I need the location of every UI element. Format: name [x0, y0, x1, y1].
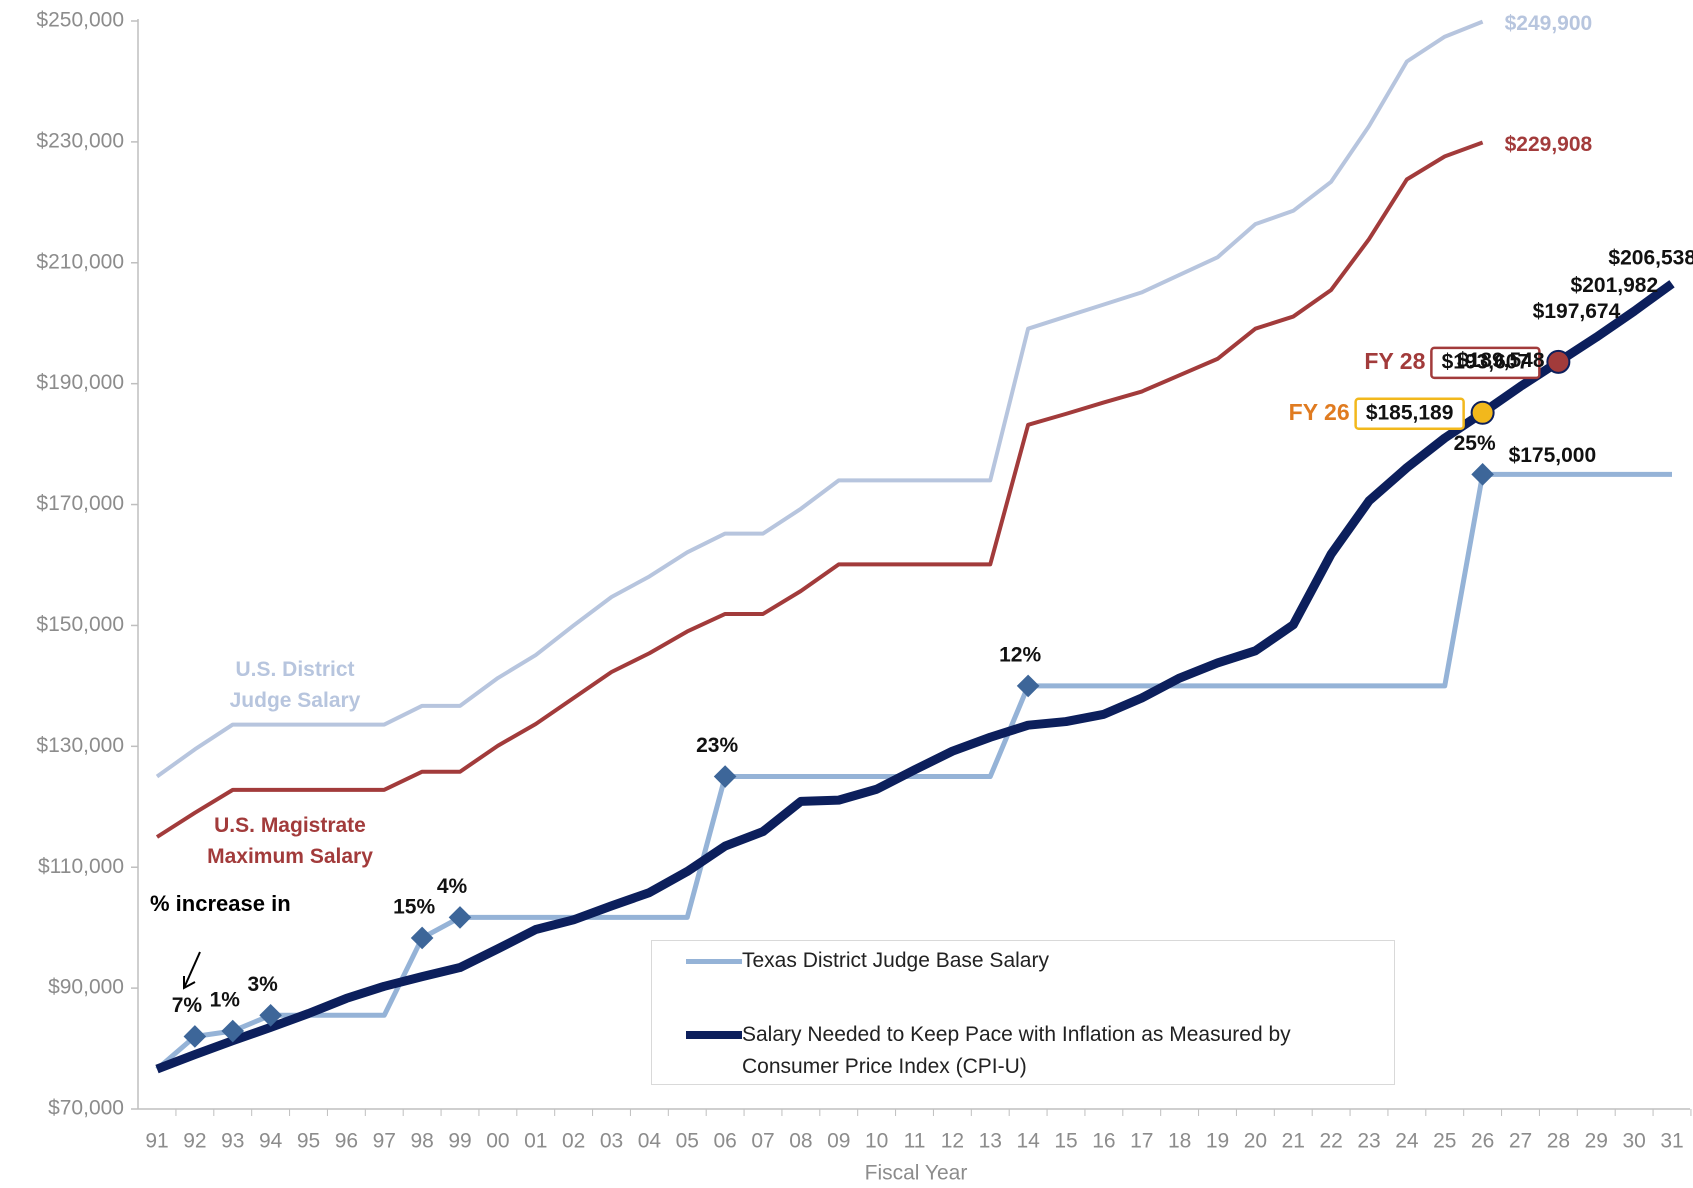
- x-tick-label: 91: [145, 1130, 168, 1153]
- x-tick-label: 00: [486, 1130, 509, 1153]
- x-tick-label: 99: [448, 1130, 471, 1153]
- x-tick-label: 93: [221, 1130, 244, 1153]
- arrow-head: [183, 976, 196, 990]
- x-tick-label: 30: [1622, 1130, 1645, 1153]
- x-tick-label: 01: [524, 1130, 547, 1153]
- x-tick-label: 13: [979, 1130, 1002, 1153]
- y-tick-label: $210,000: [36, 250, 124, 273]
- x-tick-label: 08: [789, 1130, 812, 1153]
- x-tick-label: 95: [297, 1130, 320, 1153]
- highlight-label: FY 26: [1289, 399, 1350, 425]
- x-tick-label: 24: [1395, 1130, 1419, 1153]
- increase-label: 3%: [247, 973, 278, 996]
- series-line: [155, 19, 1484, 779]
- x-tick-label: 25: [1433, 1130, 1456, 1153]
- y-tick-label: $130,000: [36, 734, 124, 757]
- series-label: U.S. District Judge Salary: [229, 658, 361, 712]
- x-tick-label: 03: [600, 1130, 623, 1153]
- x-tick-label: 98: [410, 1130, 433, 1153]
- value-label: $197,674: [1533, 300, 1621, 323]
- x-tick-label: 09: [827, 1130, 850, 1153]
- x-tick-label: 97: [373, 1130, 396, 1153]
- x-tick-label: 16: [1092, 1130, 1115, 1153]
- x-tick-label: 26: [1471, 1130, 1494, 1153]
- highlight-box: [1430, 346, 1541, 380]
- x-tick-label: 05: [676, 1130, 699, 1153]
- arrow: [183, 951, 201, 989]
- marker: [1016, 674, 1040, 698]
- x-axis-label: Fiscal Year: [865, 1162, 968, 1185]
- legend-swatch: [686, 959, 742, 964]
- increase-label: 25%: [1454, 432, 1496, 455]
- y-tick-label: $250,000: [36, 9, 124, 32]
- legend-label: Texas District Judge Base Salary: [742, 949, 1049, 972]
- x-tick-label: 94: [259, 1130, 283, 1153]
- legend-swatch: [686, 1031, 742, 1039]
- x-tick-label: 22: [1319, 1130, 1342, 1153]
- y-tick-label: $110,000: [38, 855, 124, 878]
- series-line: [155, 471, 1672, 1072]
- x-tick-label: 12: [941, 1130, 964, 1153]
- y-tick-label: $150,000: [36, 613, 124, 636]
- highlight-marker: [1470, 400, 1495, 425]
- x-tick-label: 02: [562, 1130, 585, 1153]
- value-label: $189,548: [1457, 349, 1545, 372]
- x-tick-label: 07: [751, 1130, 774, 1153]
- marker: [448, 906, 472, 929]
- increase-label: 15%: [393, 895, 435, 918]
- x-tick-label: 17: [1130, 1130, 1153, 1153]
- x-tick-label: 14: [1016, 1130, 1040, 1153]
- x-tick-label: 29: [1585, 1130, 1608, 1153]
- value-label: $249,900: [1505, 12, 1593, 35]
- value-label: $193,607: [1442, 350, 1530, 373]
- x-tick-label: 27: [1509, 1130, 1532, 1153]
- highlight-marker: [1546, 349, 1571, 374]
- x-tick-label: 18: [1168, 1130, 1191, 1153]
- value-label: $206,538: [1608, 246, 1693, 269]
- value-label: $175,000: [1509, 444, 1597, 467]
- legend: Texas District Judge Base Salary Salary …: [651, 940, 1395, 1085]
- highlight-label: FY 28: [1364, 348, 1425, 374]
- increase-label: 12%: [999, 643, 1041, 666]
- increase-label: 1%: [210, 989, 241, 1012]
- marker: [410, 926, 434, 950]
- x-tick-label: 11: [904, 1130, 926, 1153]
- x-tick-label: 28: [1547, 1130, 1570, 1153]
- x-tick-label: 23: [1357, 1130, 1380, 1153]
- value-label: $201,982: [1571, 274, 1659, 297]
- series-line: [155, 140, 1484, 839]
- series-label: U.S. Magistrate Maximum Salary: [207, 814, 373, 868]
- marker: [259, 1003, 282, 1027]
- x-tick-label: 10: [865, 1130, 888, 1153]
- legend-label: Salary Needed to Keep Pace with Inflatio…: [742, 1023, 1291, 1078]
- marker: [713, 765, 737, 788]
- annotation: % increase in: [150, 891, 291, 916]
- y-tick-label: $230,000: [36, 129, 124, 152]
- increase-label: 23%: [696, 734, 738, 757]
- x-tick-label: 20: [1244, 1130, 1267, 1153]
- x-tick-label: 04: [638, 1130, 662, 1153]
- series-line: [155, 280, 1675, 1074]
- x-tick-label: 96: [335, 1130, 358, 1153]
- marker: [1471, 463, 1494, 486]
- highlight-box: [1354, 397, 1465, 430]
- y-tick-label: $70,000: [48, 1097, 124, 1120]
- x-tick-label: 15: [1054, 1130, 1077, 1153]
- increase-label: 7%: [172, 994, 203, 1017]
- value-label: $229,908: [1505, 133, 1593, 156]
- value-label: $185,189: [1366, 401, 1454, 424]
- x-tick-label: 06: [713, 1130, 736, 1153]
- y-tick-label: $190,000: [36, 371, 124, 394]
- y-tick-label: $90,000: [48, 976, 124, 999]
- x-tick-label: 19: [1206, 1130, 1229, 1153]
- x-tick-label: 31: [1660, 1130, 1683, 1153]
- y-tick-label: $170,000: [36, 492, 124, 515]
- increase-label: 4%: [437, 875, 468, 898]
- x-tick-label: 92: [183, 1130, 206, 1153]
- x-tick-label: 21: [1282, 1130, 1305, 1153]
